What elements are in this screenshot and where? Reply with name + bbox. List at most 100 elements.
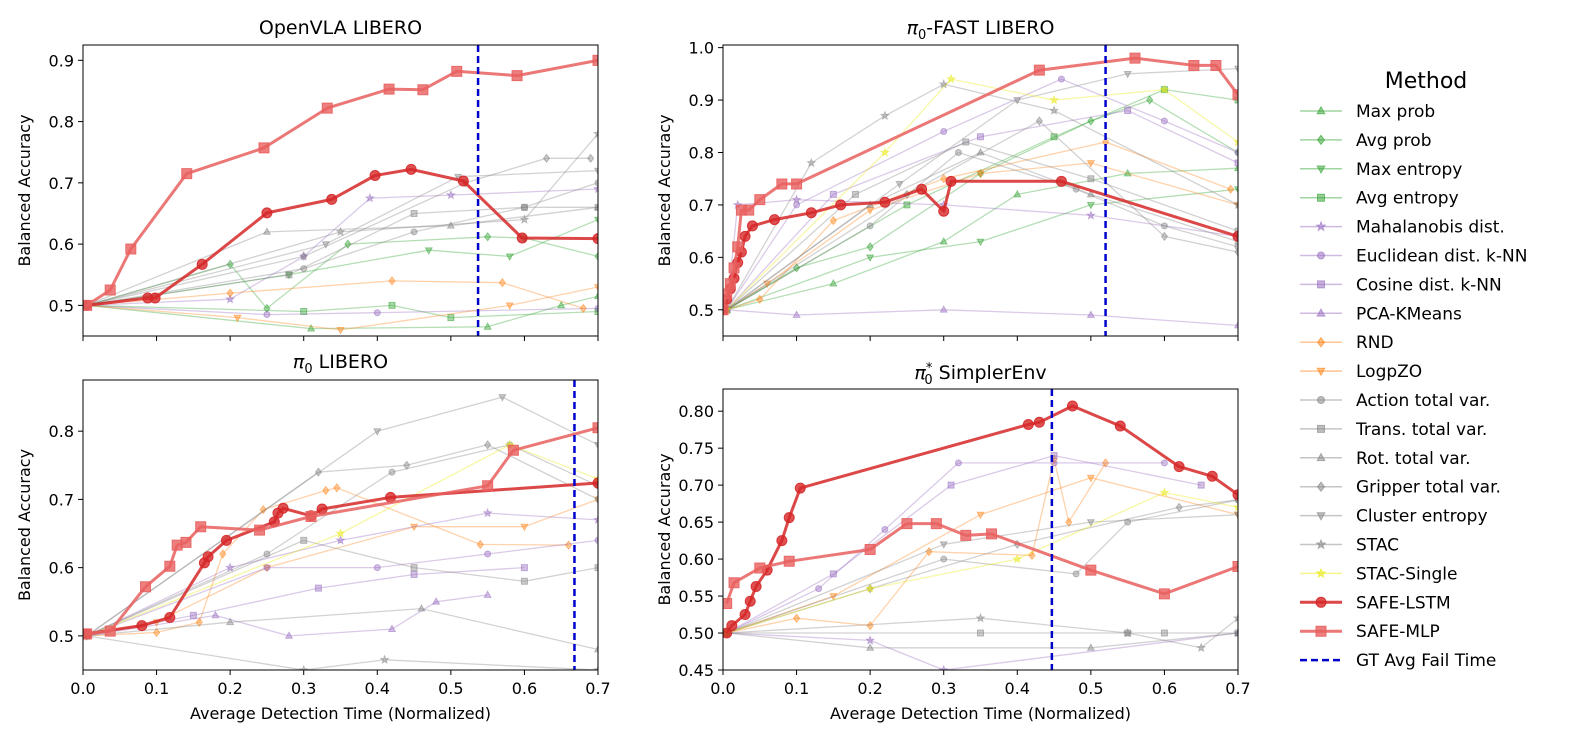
data-point bbox=[1124, 518, 1132, 526]
data-point bbox=[1232, 489, 1238, 501]
data-point bbox=[1049, 105, 1060, 115]
data-point bbox=[592, 664, 598, 670]
series-line bbox=[726, 462, 1165, 634]
data-point bbox=[364, 192, 375, 203]
legend-marker bbox=[1317, 396, 1325, 404]
data-point bbox=[593, 183, 598, 194]
data-point bbox=[1234, 247, 1238, 257]
data-point bbox=[587, 153, 595, 164]
data-point bbox=[181, 168, 193, 180]
data-point bbox=[1057, 75, 1065, 83]
y-tick-label: 0.7 bbox=[49, 174, 74, 193]
data-point bbox=[960, 529, 972, 541]
series-line bbox=[86, 444, 598, 637]
data-point bbox=[373, 428, 382, 436]
series-line bbox=[86, 444, 598, 637]
axes-frame bbox=[82, 379, 599, 671]
y-tick-label: 0.50 bbox=[678, 624, 714, 643]
data-point bbox=[1234, 148, 1238, 156]
chart-panel-3: π0 LIBERO Balanced Accuracy Average Detect… bbox=[15, 351, 611, 723]
data-point bbox=[938, 205, 950, 217]
series-line bbox=[86, 539, 598, 637]
legend-item-safe-mlp: SAFE-MLP bbox=[1300, 622, 1440, 642]
data-point bbox=[756, 294, 764, 305]
data-point bbox=[879, 147, 891, 157]
data-point bbox=[83, 628, 93, 640]
y-tick-label: 0.65 bbox=[678, 513, 714, 532]
data-point bbox=[483, 590, 492, 598]
data-point bbox=[815, 585, 823, 593]
legend-marker bbox=[1317, 193, 1325, 202]
data-point bbox=[1160, 222, 1168, 230]
data-point bbox=[1022, 418, 1034, 430]
y-tick-label: 0.5 bbox=[49, 296, 74, 315]
data-point bbox=[724, 278, 736, 290]
data-point bbox=[593, 284, 598, 292]
data-point bbox=[336, 326, 345, 335]
legend-label: STAC bbox=[1356, 536, 1399, 556]
data-point bbox=[592, 422, 598, 434]
data-point bbox=[263, 311, 271, 319]
data-point bbox=[1035, 116, 1043, 126]
series-trans-total-var bbox=[83, 536, 598, 640]
data-point bbox=[369, 169, 381, 181]
data-point bbox=[940, 173, 948, 184]
legend-marker bbox=[1317, 424, 1325, 433]
legend-marker bbox=[1316, 512, 1326, 521]
legend-label: Max entropy bbox=[1356, 160, 1462, 180]
data-point bbox=[925, 546, 933, 557]
data-point bbox=[881, 526, 889, 533]
y-tick-label: 0.75 bbox=[678, 439, 714, 458]
data-point bbox=[306, 324, 316, 332]
data-point bbox=[1114, 420, 1126, 432]
y-tick-label: 0.45 bbox=[678, 661, 714, 680]
chart-panel-1: OpenVLA LIBERO Balanced Accuracy 0.5 0.6 0.7… bbox=[15, 17, 599, 341]
data-point bbox=[805, 207, 817, 219]
legend-label: SAFE-MLP bbox=[1356, 622, 1440, 642]
data-point bbox=[1188, 59, 1200, 71]
legend-label: Avg prob bbox=[1356, 131, 1432, 151]
series-logpzo bbox=[723, 474, 1238, 638]
data-point bbox=[516, 232, 528, 244]
data-point bbox=[344, 239, 352, 249]
y-axis-label: Balanced Accuracy bbox=[655, 453, 674, 605]
series-rot-total-var bbox=[83, 603, 598, 653]
legend-marker bbox=[1316, 336, 1326, 348]
series-rnd bbox=[83, 483, 573, 641]
x-axis-label: Average Detection Time (Normalized) bbox=[190, 704, 491, 723]
data-point bbox=[754, 194, 766, 206]
series-cosine-dist-k-nn bbox=[723, 107, 1238, 314]
chart-title: OpenVLA LIBERO bbox=[259, 17, 422, 39]
legend-label: STAC-Single bbox=[1356, 564, 1457, 584]
series-line bbox=[86, 133, 598, 307]
series-max-entropy bbox=[723, 186, 1238, 315]
data-point bbox=[195, 521, 207, 533]
legend-item-stac: STAC bbox=[1300, 536, 1399, 556]
data-point bbox=[946, 73, 957, 84]
data-point bbox=[104, 625, 116, 637]
legend-label: Cluster entropy bbox=[1356, 507, 1488, 527]
data-point bbox=[431, 597, 441, 605]
y-axis-label: Balanced Accuracy bbox=[655, 114, 674, 266]
data-point bbox=[335, 535, 346, 545]
data-point bbox=[769, 214, 780, 226]
legend-item-stac-single: STAC-Single bbox=[1300, 564, 1457, 584]
legend-item-trans-total-var: Trans. total var. bbox=[1300, 420, 1487, 440]
data-point bbox=[594, 251, 598, 262]
data-point bbox=[457, 175, 469, 187]
data-point bbox=[593, 496, 598, 505]
data-point bbox=[866, 222, 874, 230]
data-point bbox=[1123, 70, 1132, 79]
data-point bbox=[180, 536, 192, 548]
x-tick-label: 0.6 bbox=[512, 679, 537, 698]
data-point bbox=[916, 183, 928, 195]
legend-label: Max prob bbox=[1356, 102, 1435, 122]
series-line bbox=[726, 514, 1238, 634]
series-line bbox=[86, 304, 598, 319]
data-point bbox=[866, 242, 874, 252]
chart-title: π* 0 SimplerEnv bbox=[914, 361, 1046, 388]
data-point bbox=[879, 196, 891, 208]
legend-marker bbox=[1316, 165, 1326, 175]
data-point bbox=[1232, 89, 1238, 101]
